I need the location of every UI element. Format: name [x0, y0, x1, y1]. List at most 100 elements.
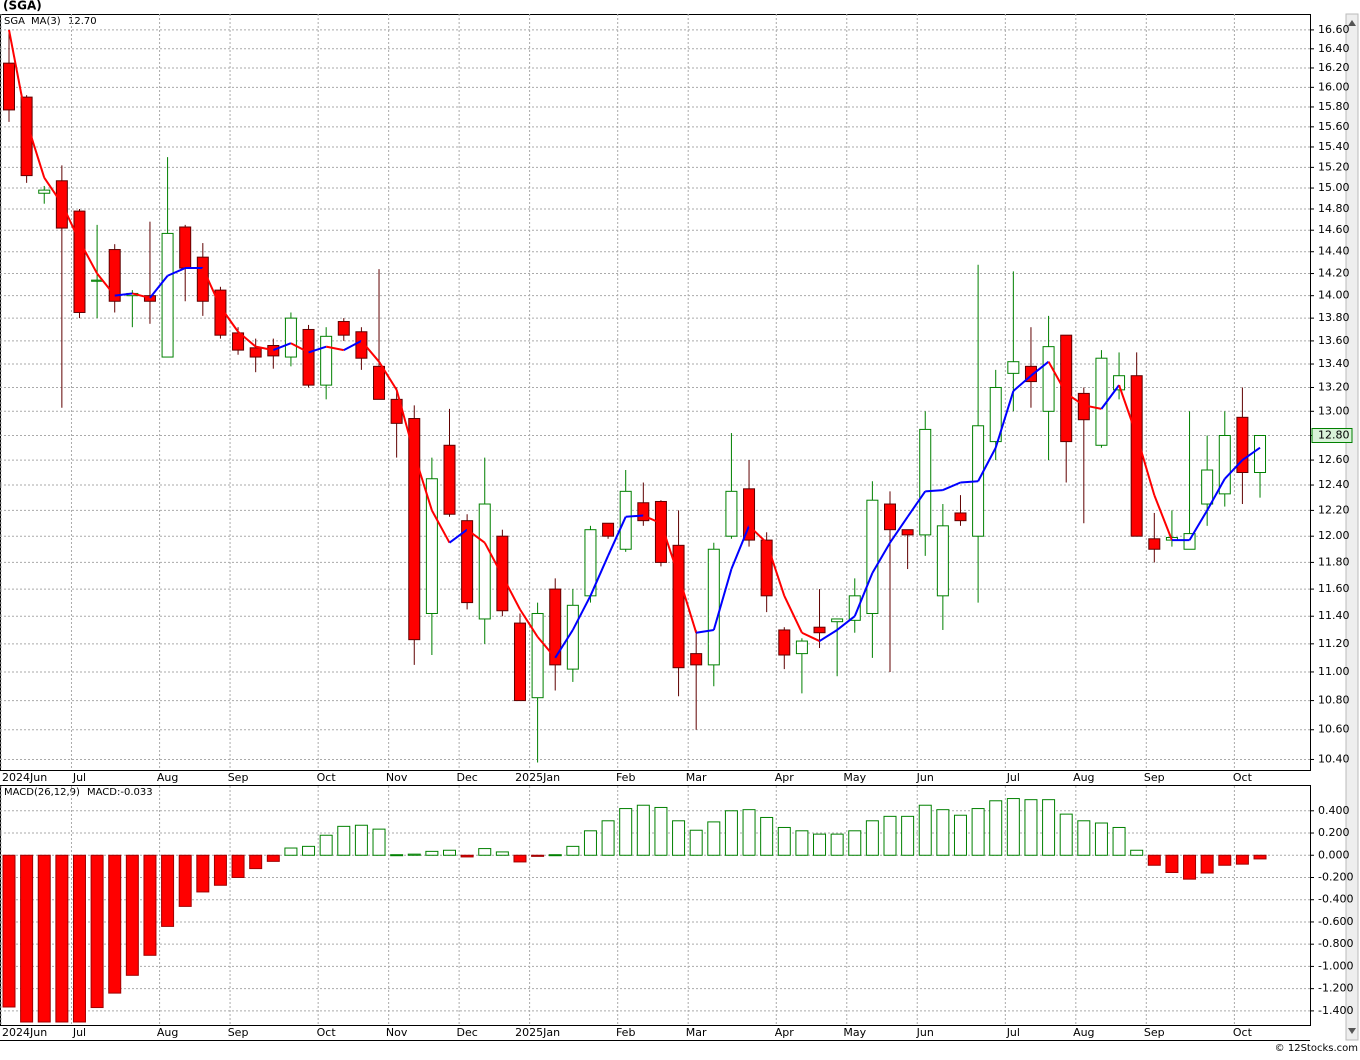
candle-body [707, 548, 720, 666]
ma-segment [712, 568, 733, 631]
y-tick-label: 14.40 [1318, 245, 1350, 258]
ma-segment [642, 514, 662, 525]
y-tick-label: 13.80 [1318, 311, 1350, 324]
macd-bar [1165, 854, 1179, 873]
macd-bar [619, 808, 633, 856]
candle-body [637, 502, 650, 522]
x-tick-label: May [843, 1026, 866, 1039]
x-tick-label: Apr [775, 1026, 795, 1039]
candle-body [513, 622, 526, 702]
macd-bar [883, 815, 897, 856]
ma-segment [25, 121, 46, 178]
scroll-down-arrow[interactable] [1348, 1028, 1356, 1034]
ma-segment [1153, 494, 1173, 541]
candle-body [813, 626, 826, 634]
candle-body [866, 499, 879, 614]
ma-segment [960, 480, 979, 484]
x-tick-label: 2025Jan [515, 771, 560, 784]
ma-segment [343, 340, 362, 351]
y-tick-label: 14.20 [1318, 267, 1350, 280]
scrollbar[interactable] [1345, 13, 1359, 1041]
candle-body [161, 232, 174, 358]
candle-body [408, 418, 421, 641]
ma-segment [1012, 374, 1032, 392]
ma-segment [853, 572, 874, 617]
x-tick-label: Sep [228, 1026, 249, 1039]
candle-body [425, 478, 438, 614]
candle-body [690, 653, 703, 666]
macd-bar [372, 828, 386, 856]
macd-bar [760, 816, 774, 856]
macd-bar [72, 854, 86, 1023]
last-price-box [1311, 427, 1353, 443]
macd-bar [689, 829, 703, 856]
candle-body [355, 331, 368, 359]
x-tick-label: Mar [686, 771, 707, 784]
scroll-up-arrow[interactable] [1348, 20, 1356, 26]
candle-body [108, 249, 121, 302]
macd-bar [1077, 820, 1091, 856]
macd-bar [213, 854, 227, 886]
macd-bar [1042, 799, 1056, 856]
ma-segment [501, 575, 521, 610]
ma-segment [325, 345, 344, 352]
y-tick-label: 12.20 [1318, 503, 1350, 516]
macd-bar [548, 854, 562, 857]
ma-segment [730, 525, 750, 570]
macd-bar [813, 833, 827, 856]
y-tick-label: 15.00 [1318, 181, 1350, 194]
ma-segment [149, 275, 169, 299]
candle-body [954, 512, 967, 522]
y-tick-label: 0.400 [1318, 804, 1350, 817]
macd-frame [0, 785, 1311, 1026]
y-tick-label: 16.40 [1318, 42, 1350, 55]
x-tick-label: Dec [456, 771, 477, 784]
ma-segment [466, 528, 486, 544]
candle-body [1183, 533, 1196, 550]
footer: © 12Stocks.com [1275, 1043, 1358, 1054]
candle-body [743, 488, 756, 541]
ma-segment [677, 575, 698, 634]
candle-body [267, 345, 280, 357]
ma-segment [395, 389, 416, 455]
ma-segment [906, 490, 927, 518]
ma-segment [607, 516, 627, 557]
macd-bar [989, 800, 1003, 856]
x-tick-label: Sep [1144, 1026, 1165, 1039]
macd-bar [1218, 854, 1232, 866]
ma-segment [1188, 509, 1209, 541]
macd-bar [231, 854, 245, 878]
candle-body [1042, 346, 1055, 412]
ma-segment [219, 306, 239, 333]
macd-bar [1253, 854, 1267, 860]
x-tick-label: Nov [386, 1026, 408, 1039]
y-tick-label: -0.800 [1318, 937, 1353, 950]
macd-legend: MACD(26,12,9) [4, 787, 80, 798]
y-tick-label: 15.40 [1318, 140, 1350, 153]
macd-bar [478, 848, 492, 856]
macd-bar [707, 821, 721, 856]
macd-bar [55, 854, 69, 1023]
ma-segment [889, 516, 909, 544]
y-tick-label: -1.400 [1318, 1004, 1353, 1017]
candle-body [672, 544, 685, 669]
macd-bar [936, 809, 950, 856]
macd-bar [337, 825, 351, 856]
candle-body [1254, 434, 1267, 473]
x-tick-label: 2025Jan [515, 1026, 560, 1039]
candle-body [302, 328, 315, 386]
last-price-label: 12.80 [1318, 428, 1350, 441]
y-tick-label: -0.200 [1318, 870, 1353, 883]
x-tick-label: Jul [72, 1026, 86, 1039]
macd-bar [1183, 854, 1197, 880]
macd-bar [284, 847, 298, 856]
y-tick-label: 15.20 [1318, 160, 1350, 173]
x-tick-label: Nov [386, 771, 408, 784]
macd-bar [724, 810, 738, 856]
macd-bar [1006, 798, 1020, 856]
ma-segment [167, 267, 186, 277]
macd-bar [636, 804, 650, 856]
candle-body [884, 503, 896, 531]
y-tick-label: 16.60 [1318, 23, 1350, 36]
